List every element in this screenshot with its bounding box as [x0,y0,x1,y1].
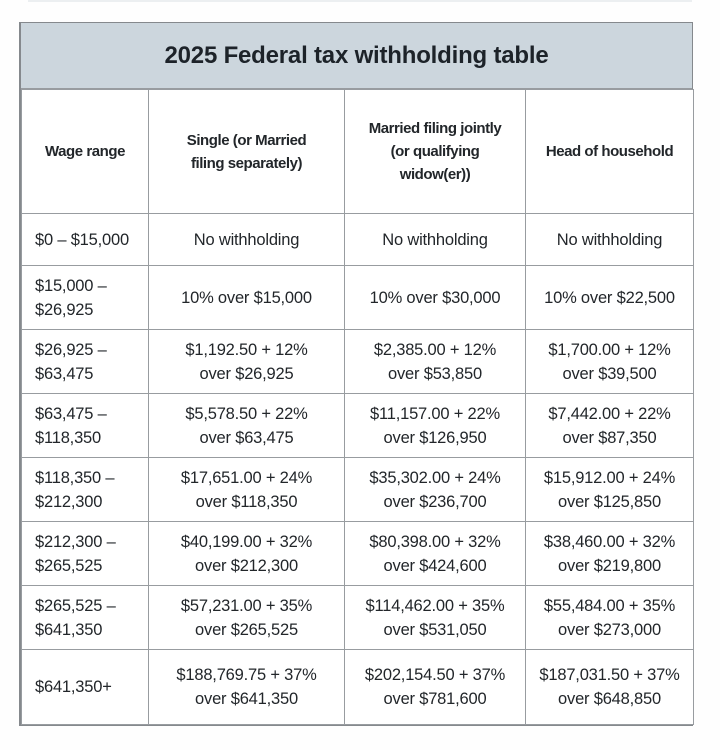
cell-married-jointly: No withholding [344,213,526,266]
cell-head-of-household: No withholding [525,213,694,266]
cell-single: 10% over $15,000 [148,265,345,330]
cell-married-jointly: $2,385.00 + 12% over $53,850 [344,329,526,394]
cell-married-jointly: $80,398.00 + 32% over $424,600 [344,521,526,586]
cell-single: $57,231.00 + 35% over $265,525 [148,585,345,650]
tax-withholding-table: 2025 Federal tax withholding table Wage … [19,22,694,726]
cell-wage-range: $63,475 – $118,350 [21,393,149,458]
table-row: $118,350 – $212,300 $17,651.00 + 24% ove… [21,457,694,522]
cell-wage-range: $265,525 – $641,350 [21,585,149,650]
cell-married-jointly: $202,154.50 + 37% over $781,600 [344,649,526,725]
table-row: $265,525 – $641,350 $57,231.00 + 35% ove… [21,585,694,650]
table-row: $15,000 – $26,925 10% over $15,000 10% o… [21,265,694,330]
header-row: Wage range Single (or Married filing sep… [21,89,694,214]
cell-single: $5,578.50 + 22% over $63,475 [148,393,345,458]
cell-single: $17,651.00 + 24% over $118,350 [148,457,345,522]
cell-married-jointly: 10% over $30,000 [344,265,526,330]
cell-married-jointly: $35,302.00 + 24% over $236,700 [344,457,526,522]
table-title: 2025 Federal tax withholding table [21,23,692,89]
table-row: $641,350+ $188,769.75 + 37% over $641,35… [21,649,694,725]
cell-wage-range: $641,350+ [21,649,149,725]
cell-head-of-household: $38,460.00 + 32% over $219,800 [525,521,694,586]
withholding-table: Wage range Single (or Married filing sep… [21,89,694,725]
cell-single: No withholding [148,213,345,266]
cell-head-of-household: $55,484.00 + 35% over $273,000 [525,585,694,650]
cell-married-jointly: $11,157.00 + 22% over $126,950 [344,393,526,458]
cell-wage-range: $118,350 – $212,300 [21,457,149,522]
cell-head-of-household: $7,442.00 + 22% over $87,350 [525,393,694,458]
table-row: $63,475 – $118,350 $5,578.50 + 22% over … [21,393,694,458]
table-row: $0 – $15,000 No withholding No withholdi… [21,213,694,266]
column-header-wage-range: Wage range [21,89,149,214]
column-header-married-jointly: Married filing jointly (or qualifying wi… [344,89,526,214]
table-row: $212,300 – $265,525 $40,199.00 + 32% ove… [21,521,694,586]
cell-head-of-household: $15,912.00 + 24% over $125,850 [525,457,694,522]
cell-single: $188,769.75 + 37% over $641,350 [148,649,345,725]
cell-married-jointly: $114,462.00 + 35% over $531,050 [344,585,526,650]
table-row: $26,925 – $63,475 $1,192.50 + 12% over $… [21,329,694,394]
cell-wage-range: $15,000 – $26,925 [21,265,149,330]
cell-head-of-household: 10% over $22,500 [525,265,694,330]
cell-single: $1,192.50 + 12% over $26,925 [148,329,345,394]
cell-head-of-household: $187,031.50 + 37% over $648,850 [525,649,694,725]
column-header-single: Single (or Married filing separately) [148,89,345,214]
cell-head-of-household: $1,700.00 + 12% over $39,500 [525,329,694,394]
cell-wage-range: $0 – $15,000 [21,213,149,266]
column-header-head-of-household: Head of household [525,89,694,214]
cell-wage-range: $26,925 – $63,475 [21,329,149,394]
cell-wage-range: $212,300 – $265,525 [21,521,149,586]
top-edge-artifact [28,0,692,2]
cell-single: $40,199.00 + 32% over $212,300 [148,521,345,586]
